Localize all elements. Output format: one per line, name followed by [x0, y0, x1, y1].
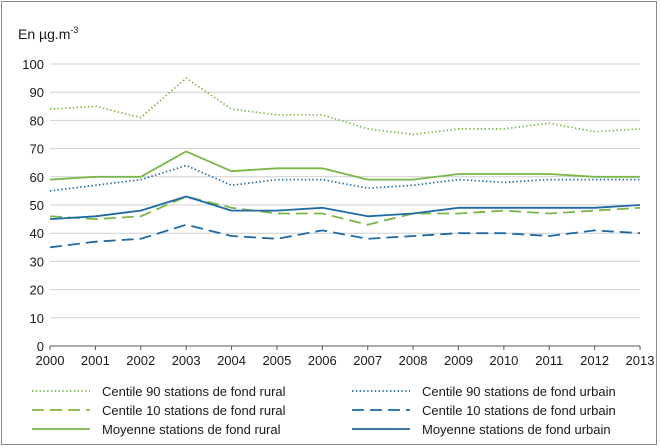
- legend-label: Centile 10 stations de fond rural: [102, 403, 286, 418]
- y-axis-unit-label: En µg.m-3: [18, 25, 78, 42]
- y-tick-label: 100: [22, 57, 44, 72]
- x-tick-label: 2009: [444, 353, 473, 368]
- x-tick-label: 2004: [217, 353, 246, 368]
- x-tick-label: 2002: [126, 353, 155, 368]
- x-tick-labels: 2000 2001 2002 2003 2004 2005 2006 2007 2008 2009…: [36, 346, 655, 368]
- y-tick-label: 70: [30, 142, 44, 157]
- x-tick-label: 2012: [580, 353, 609, 368]
- x-tick-label: 2013: [626, 353, 655, 368]
- series-line-5: [49, 150, 640, 181]
- legend-label: Centile 90 stations de fond rural: [102, 384, 286, 399]
- x-tick-label: 2001: [81, 353, 110, 368]
- x-tick-label: 2011: [535, 353, 563, 368]
- legend-label: Centile 10 stations de fond urbain: [422, 403, 616, 418]
- legend-label: Moyenne stations de fond urbain: [422, 422, 611, 437]
- y-tick-label: 40: [30, 226, 44, 241]
- series-line-2: [49, 164, 640, 192]
- x-tick-label: 2005: [262, 353, 291, 368]
- x-tick-label: 2006: [308, 353, 337, 368]
- legend-label: Moyenne stations de fond rural: [102, 422, 281, 437]
- series-lines: [49, 77, 641, 249]
- y-tick-label: 30: [30, 254, 44, 269]
- y-axis-unit-exponent: -3: [70, 25, 78, 35]
- y-tick-label: 80: [30, 113, 44, 128]
- series-line-6: [49, 195, 641, 220]
- x-tick-label: 2003: [172, 353, 201, 368]
- y-tick-label: 90: [30, 85, 44, 100]
- legend-label: Centile 90 stations de fond urbain: [422, 384, 616, 399]
- grid-lines: [50, 63, 640, 347]
- y-tick-labels: 0 10 20 30 40 50 60 70 80 90 100: [22, 57, 44, 354]
- x-tick-label: 2010: [489, 353, 518, 368]
- y-tick-label: 20: [30, 283, 44, 298]
- y-tick-label: 50: [30, 198, 44, 213]
- y-tick-label: 10: [30, 311, 44, 326]
- legend: Centile 90 stations de fond rural Centile…: [32, 384, 616, 437]
- series-line-4: [49, 223, 641, 249]
- y-tick-label: 60: [30, 170, 44, 185]
- x-tick-label: 2007: [353, 353, 382, 368]
- x-tick-label: 2000: [36, 353, 65, 368]
- x-tick-label: 2008: [399, 353, 428, 368]
- series-line-3: [49, 195, 641, 226]
- series-line-1: [49, 77, 641, 136]
- y-axis-unit-prefix: En µg.m: [18, 26, 70, 42]
- y-tick-label: 0: [37, 339, 44, 354]
